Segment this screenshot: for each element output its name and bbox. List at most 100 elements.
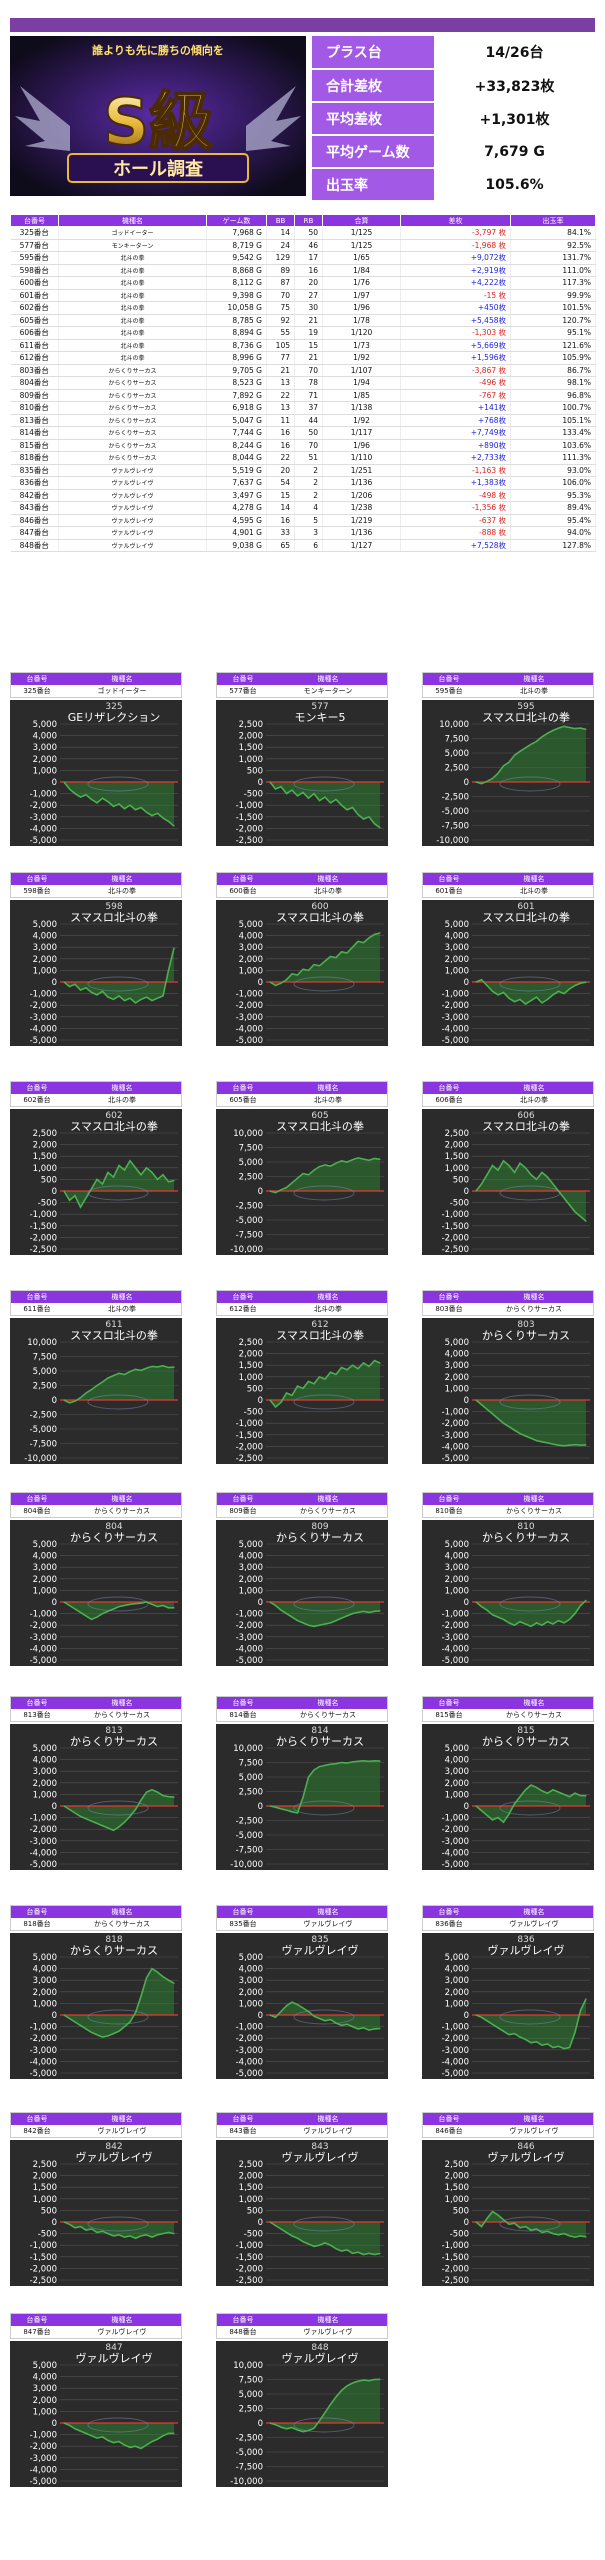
table-cell: 809番台 [10,389,59,402]
chart-background [216,1520,388,1666]
table-cell: 1/96 [322,301,401,315]
y-tick-label: -1,000 [30,1814,57,1824]
chart-header: 台番号 機種名 847番台 ヴァルヴレイヴ [10,2313,182,2339]
data-point [329,2244,332,2246]
data-point [486,1408,488,1410]
watermark-logo [87,976,149,992]
y-tick-label: 2,000 [445,1575,469,1585]
chart-title: からくりサーカス [70,1735,158,1748]
data-point [63,2422,65,2424]
data-point [167,820,170,822]
table-cell: 9,705 G [206,364,267,377]
y-tick-label: -4,000 [30,2057,57,2067]
table-cell: 1/107 [322,364,401,377]
chart-title: からくりサーカス [482,1735,570,1748]
data-point [552,2046,554,2049]
header-label-machine: 機種名 [63,873,181,885]
data-point [79,1206,82,1208]
chart-number: 836 [517,1935,534,1945]
y-tick-label: -500 [244,790,263,800]
table-cell: 86.7% [510,364,596,377]
chart-header: 台番号 機種名 809番台 からくりサーカス [216,1492,388,1518]
data-point [524,1623,527,1625]
y-tick-label: -4,000 [30,1024,57,1034]
y-tick-label: 7,500 [239,1144,263,1154]
data-point [85,1197,87,1199]
wing-left-icon [15,86,70,151]
data-point [134,2012,137,2014]
table-cell: 16 [266,426,295,440]
data-point [162,1174,164,1176]
table-cell: 北斗の拳 [58,301,207,315]
summary-value: +33,823枚 [434,69,595,103]
summary-value: 7,679 G [434,135,595,169]
data-point [118,1826,120,1828]
chart-background [10,2140,182,2286]
header-label-unit: 台番号 [423,673,475,685]
table-cell: 835番台 [10,464,59,477]
y-tick-label: -1,000 [442,2241,469,2251]
y-tick-label: -4,000 [442,1442,469,1452]
y-tick-label: -2,500 [30,1411,57,1421]
y-tick-label: 1,000 [33,766,57,776]
table-cell: 105.1% [510,414,596,427]
table-cell: ヴァルヴレイヴ [58,489,207,502]
data-point [123,1821,126,1823]
table-cell: +768枚 [400,414,511,427]
data-point [162,1795,164,1797]
data-point [68,986,71,988]
chart-title: からくりサーカス [70,1531,158,1544]
table-cell: からくりサーカス [58,414,207,427]
chart-header: 台番号 機種名 611番台 北斗の拳 [10,1290,182,1316]
y-tick-label: 3,000 [33,1767,57,1777]
table-cell: 813番台 [10,414,59,427]
data-point [497,1817,499,1819]
y-tick-label: 2,000 [33,1141,57,1151]
data-point [285,1613,288,1615]
y-tick-label: -4,000 [442,2057,469,2067]
data-point [296,795,299,797]
summary-row: 合計差枚 +33,823枚 [312,69,595,103]
data-point [368,937,370,939]
y-tick-label: 500 [453,1175,469,1185]
data-point [519,1796,521,1798]
table-cell: 71 [294,389,323,402]
y-tick-label: -3,000 [30,1633,57,1643]
table-cell: からくりサーカス [58,389,207,402]
header-label-machine: 機種名 [63,1493,181,1505]
data-point [145,811,148,813]
y-tick-label: 10,000 [233,2361,263,2371]
chart-machine: からくりサーカス [94,1920,150,1928]
data-point [530,2229,532,2231]
table-cell: 815番台 [10,439,59,452]
watermark-logo [499,1800,561,1816]
chart-machine: 北斗の拳 [314,1305,342,1313]
table-cell: 55 [266,326,295,340]
data-point [134,2237,137,2239]
y-tick-label: 4,000 [33,1756,57,1766]
data-point [524,2038,527,2040]
header-label-unit: 台番号 [423,1493,475,1505]
data-point [123,1373,126,1376]
y-tick-label: 500 [453,2206,469,2216]
y-tick-label: -2,000 [236,1001,263,1011]
y-tick-label: -1,000 [442,2023,469,2033]
table-cell: 595番台 [10,251,59,265]
chart-header: 台番号 機種名 612番台 北斗の拳 [216,1290,388,1316]
chart-machine: 北斗の拳 [108,1305,136,1313]
y-tick-label: -3,000 [236,1013,263,1023]
y-tick-label: 1,500 [33,2183,57,2193]
data-point [340,1366,343,1369]
table-row: 325番台 ゴッドイーター 7,968 G 14 50 1/125 -3,797 枚 84.1… [10,226,596,240]
chart-number: 842 [105,2142,122,2152]
y-tick-label: -2,000 [442,2034,469,2044]
data-point [85,1615,87,1617]
table-cell: 5,519 G [206,464,267,477]
header-label-machine: 機種名 [475,673,593,685]
table-cell: 15 [266,489,295,502]
data-point [502,1618,505,1620]
chart-unit: 813番台 [23,1711,51,1719]
y-tick-label: 1,000 [239,1373,263,1383]
